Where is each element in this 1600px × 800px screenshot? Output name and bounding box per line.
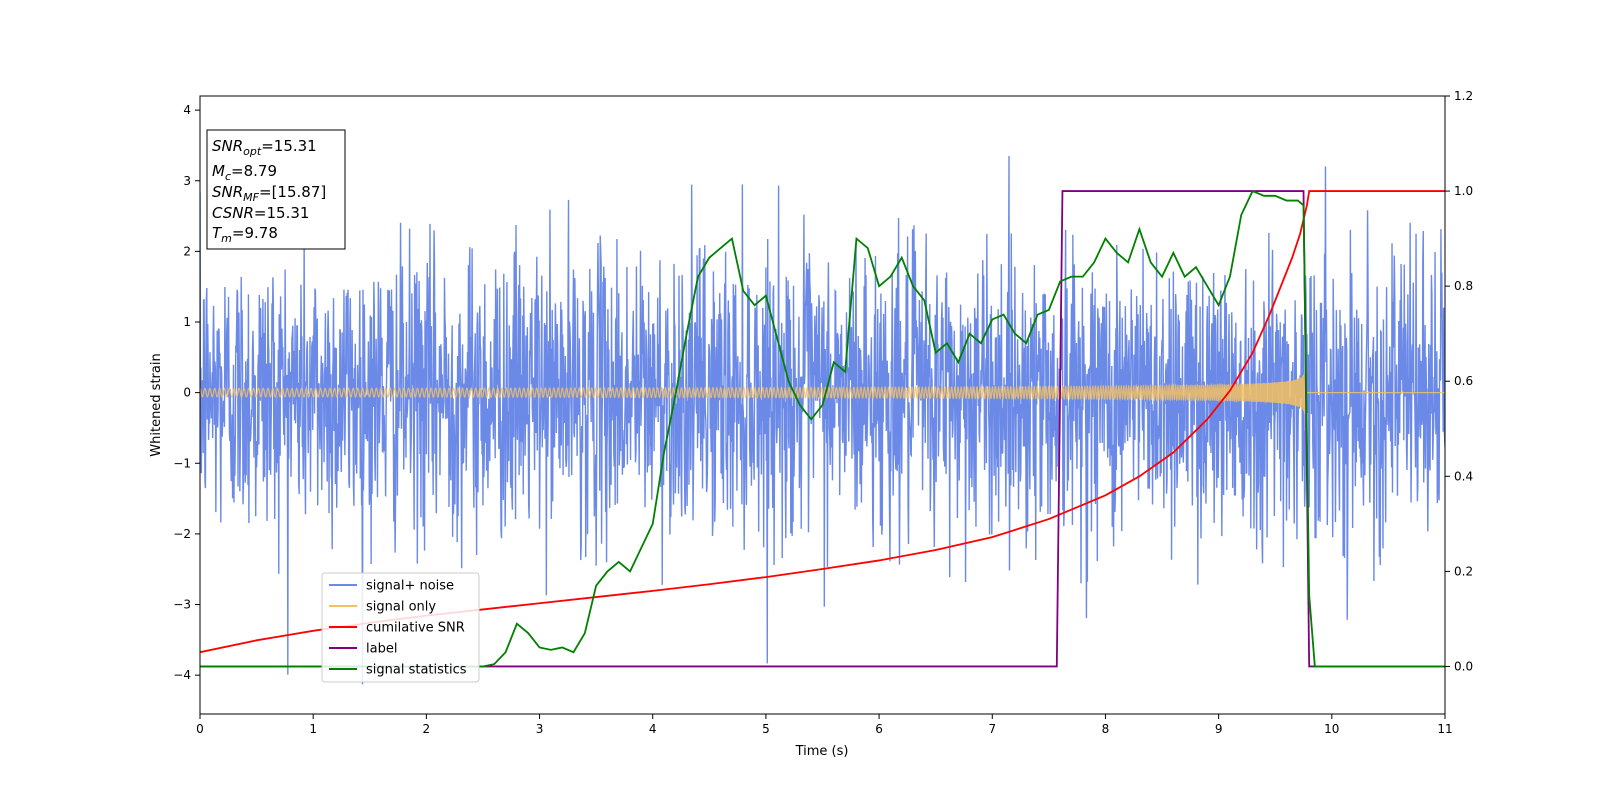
y-tick-label: 1 [183, 315, 191, 329]
x-tick-label: 6 [875, 722, 883, 736]
y2-tick-label: 1.2 [1454, 89, 1473, 103]
y2-tick-label: 0.6 [1454, 374, 1473, 388]
annotation-line: Tm=9.78 [212, 224, 278, 245]
y-tick-label: 4 [183, 103, 191, 117]
series-line-signal-noise [200, 155, 1445, 685]
x-tick-label: 2 [423, 722, 431, 736]
legend: signal+ noise signal only cumilative SNR la… [321, 572, 480, 683]
x-tick-label: 5 [762, 722, 770, 736]
annotation-line: SNRopt=15.31 [212, 137, 317, 158]
x-tick-label: 1 [309, 722, 317, 736]
x-axis-label: Time (s) [795, 744, 849, 759]
y-tick-label: 3 [183, 174, 191, 188]
legend-frame [321, 572, 480, 683]
y-axis-label: Whitened strain [149, 353, 164, 456]
x-tick-label: 7 [988, 722, 996, 736]
legend-label: label [366, 642, 397, 657]
y-tick-label: −3 [173, 598, 191, 612]
annotation-line: CSNR=15.31 [212, 204, 309, 222]
x-tick-label: 3 [536, 722, 544, 736]
x-tick-label: 0 [196, 722, 204, 736]
series-line-signal-only [200, 368, 1445, 417]
y-tick-label: 0 [183, 386, 191, 400]
x-tick-label: 8 [1102, 722, 1110, 736]
y-tick-label: −4 [173, 668, 191, 682]
y2-tick-label: 0.8 [1454, 279, 1473, 293]
y-axis-ticks: −4 −3 −2 −1 0 1 2 3 4 [173, 103, 200, 682]
y2-tick-label: 0.2 [1454, 564, 1473, 578]
y2-tick-label: 1.0 [1454, 184, 1473, 198]
x-tick-label: 11 [1437, 722, 1452, 736]
y-tick-label: −1 [173, 456, 191, 470]
legend-label: signal statistics [366, 663, 467, 678]
y-tick-label: −2 [173, 527, 191, 541]
annotation-line: Mc=8.79 [212, 162, 277, 183]
annotation-frame [206, 129, 346, 250]
series-line-signal-statistics [200, 189, 1445, 668]
x-tick-label: 10 [1324, 722, 1339, 736]
y2-tick-label: 0.0 [1454, 659, 1473, 673]
y2-tick-label: 0.4 [1454, 469, 1473, 483]
plot-frame [199, 95, 1446, 715]
y2-axis-ticks: 0.0 0.2 0.4 0.6 0.8 1.0 1.2 [1445, 89, 1473, 673]
x-axis-ticks: 0 1 2 3 4 5 6 7 8 9 10 11 [196, 714, 1453, 736]
legend-label: signal only [366, 600, 436, 615]
y-tick-label: 2 [183, 244, 191, 258]
metrics-annotation-box: SNRopt=15.31 Mc=8.79SNRMF=[15.87]CSNR=15.… [206, 129, 346, 250]
legend-label: signal+ noise [366, 579, 454, 594]
x-tick-label: 9 [1215, 722, 1223, 736]
annotation-line: SNRMF=[15.87] [212, 183, 326, 204]
x-tick-label: 4 [649, 722, 657, 736]
legend-label: cumilative SNR [366, 621, 465, 636]
